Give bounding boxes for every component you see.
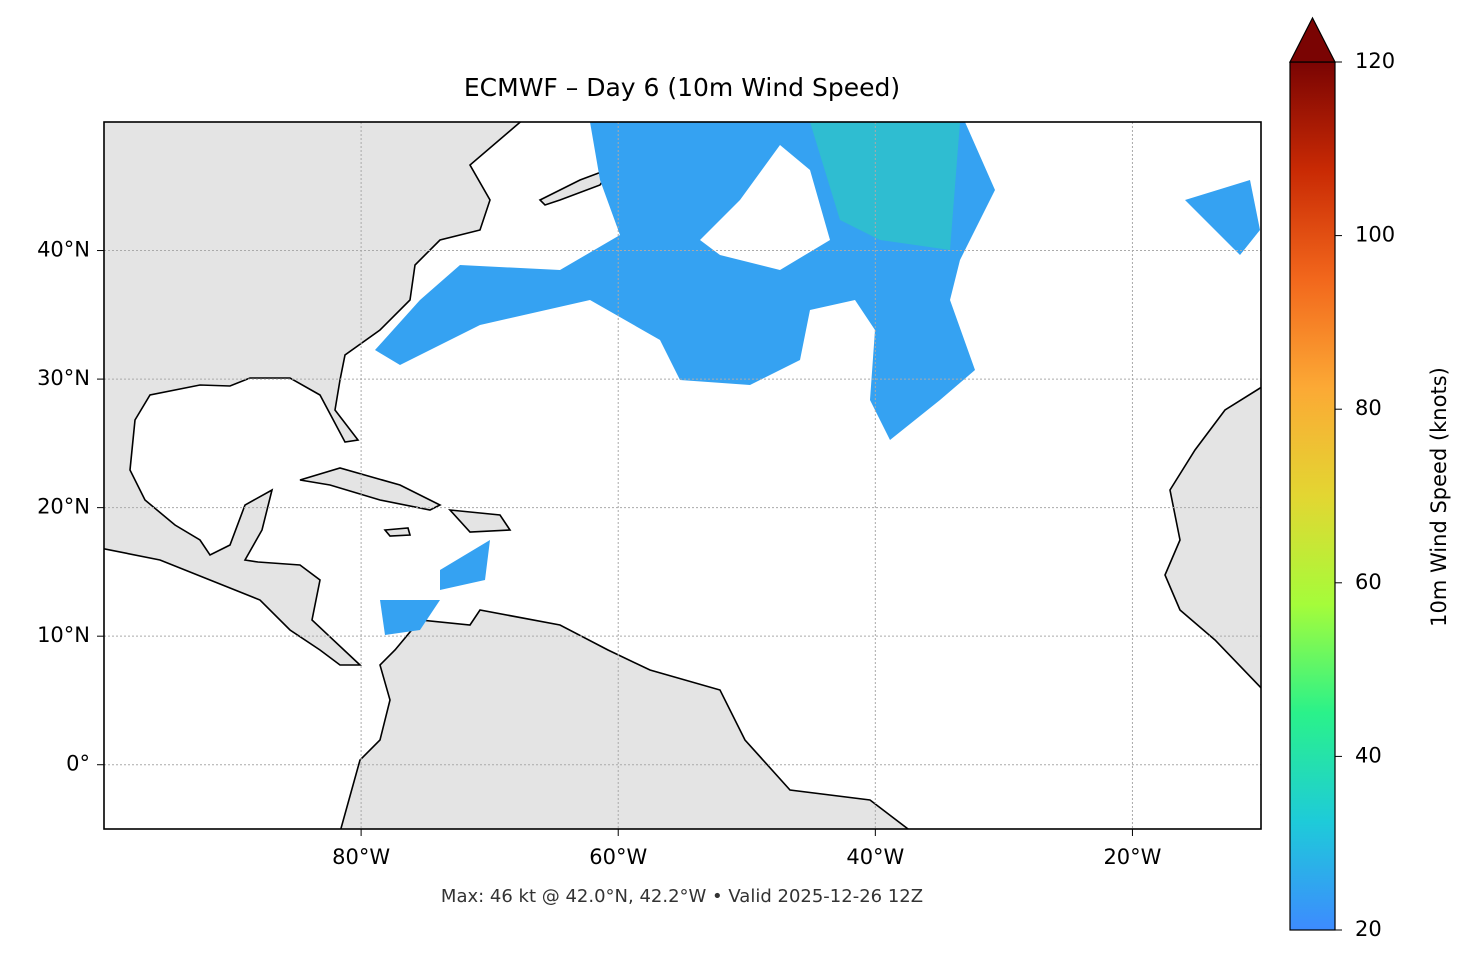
nova-scotia — [538, 166, 615, 206]
colorbar-tick-label: 120 — [1355, 49, 1395, 73]
y-tick-label: 30°N — [37, 366, 90, 390]
colorbar-tick-label: 100 — [1355, 223, 1395, 247]
x-tick-label: 20°W — [1103, 845, 1161, 869]
colorbar — [1289, 61, 1336, 931]
x-tick-label: 40°W — [846, 845, 904, 869]
colorbar-tick-label: 20 — [1355, 917, 1382, 941]
colorbar-extend — [1289, 16, 1336, 63]
colorbar-tick-label: 80 — [1355, 396, 1382, 420]
caption: Max: 46 kt @ 42.0°N, 42.2°W • Valid 2025… — [441, 886, 923, 907]
colorbar-tick-label: 40 — [1355, 743, 1382, 767]
grid — [104, 122, 1261, 829]
wind-gap — [700, 145, 830, 270]
south-america — [340, 609, 910, 829]
wind-field-strong — [810, 122, 960, 250]
chart-title: ECMWF – Day 6 (10m Wind Speed) — [464, 73, 900, 102]
hispaniola — [448, 508, 512, 533]
cuba — [299, 467, 442, 511]
north-america — [104, 122, 522, 666]
colorbar-tick-label: 60 — [1355, 570, 1382, 594]
y-tick-label: 10°N — [37, 623, 90, 647]
wind-field — [380, 600, 440, 635]
y-tick-label: 20°N — [37, 495, 90, 519]
y-tick-label: 0° — [66, 752, 90, 776]
map-layer — [104, 122, 1261, 829]
wind-field — [1185, 180, 1260, 255]
colorbar-label: 10m Wind Speed (knots) — [1427, 367, 1451, 627]
x-tick-label: 80°W — [332, 845, 390, 869]
y-tick-label: 40°N — [37, 238, 90, 262]
wind-field — [440, 540, 490, 590]
x-tick-label: 60°W — [589, 845, 647, 869]
africa — [1164, 386, 1261, 689]
map-frame — [103, 121, 1262, 830]
jamaica — [383, 527, 412, 537]
